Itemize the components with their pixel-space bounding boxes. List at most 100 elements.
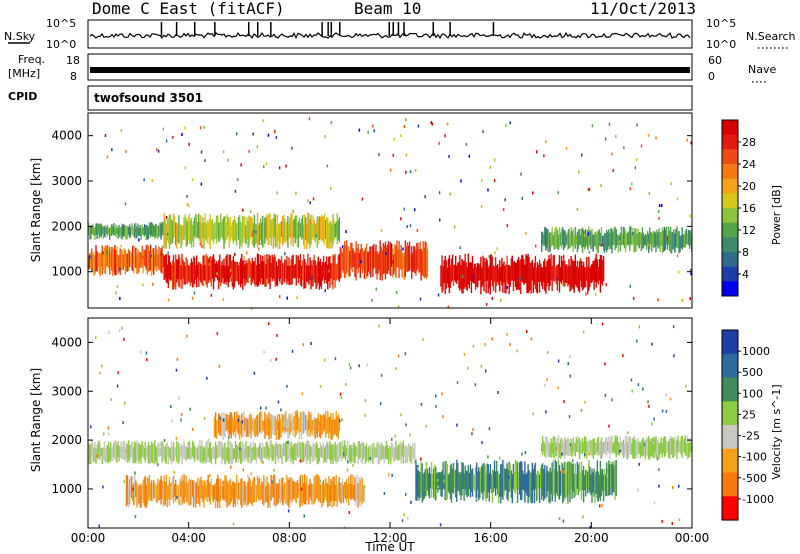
power-cell [193, 217, 196, 237]
velocity-cell [327, 483, 329, 508]
velocity-cell [405, 446, 408, 464]
power-cell [234, 220, 237, 241]
velocity-speckle [209, 474, 211, 478]
velocity-cell [586, 470, 588, 490]
velocity-cell [280, 477, 283, 502]
power-speckle [491, 296, 493, 300]
power-cell [536, 262, 539, 294]
velocity-cell [485, 472, 487, 502]
velocity-cell [501, 463, 503, 497]
power-speckle [392, 153, 394, 157]
power-cell [184, 265, 186, 285]
velocity-cell [558, 465, 561, 500]
velocity-speckle [270, 359, 272, 362]
velocity-cell [611, 436, 613, 453]
velocity-cell [223, 480, 225, 501]
velocity-cell [267, 482, 269, 508]
velocity-speckle [128, 459, 130, 463]
power-cell [90, 225, 92, 240]
power-cell [172, 213, 175, 239]
velocity-cell [253, 420, 256, 436]
velocity-speckle [218, 364, 221, 368]
velocity-cell [301, 474, 304, 506]
velocity-speckle [103, 432, 105, 436]
velocity-cell [111, 448, 113, 460]
velocity-cell [433, 468, 435, 498]
velocity-cell [490, 474, 493, 493]
velocity-cell [333, 418, 335, 435]
velocity-cell [136, 483, 138, 508]
power-cell [679, 235, 681, 253]
velocity-cell [601, 442, 604, 458]
power-cell [483, 257, 485, 292]
velocity-cell [541, 443, 543, 452]
power-speckle [172, 135, 174, 139]
power-cell [442, 266, 444, 291]
power-cell [389, 243, 391, 275]
power-cell [153, 248, 155, 275]
velocity-cell [224, 475, 226, 500]
power-cell [326, 256, 328, 284]
power-cell [688, 230, 691, 249]
velocity-cell [250, 414, 252, 439]
velocity-cell [227, 419, 229, 433]
power-cell [552, 255, 554, 281]
frequency-trace [90, 67, 690, 73]
power-speckle [519, 277, 522, 280]
power-speckle [160, 252, 163, 256]
velocity-cell [355, 485, 357, 507]
power-cell [663, 227, 666, 251]
power-cell [163, 255, 165, 280]
velocity-cell [224, 442, 226, 465]
velocity-cell [594, 442, 596, 455]
power-speckle [480, 205, 483, 209]
power-speckle [438, 191, 441, 195]
power-cell [239, 262, 241, 285]
power-cell [276, 215, 279, 249]
velocity-cell [215, 445, 218, 459]
velocity-cell [315, 418, 317, 434]
power-cell [507, 265, 509, 284]
velocity-cell [256, 475, 259, 497]
power-speckle [690, 141, 692, 145]
velocity-speckle [300, 487, 303, 491]
power-cell [128, 224, 131, 238]
velocity-cell [236, 479, 239, 505]
power-cell [682, 234, 684, 248]
power-cell [521, 255, 523, 282]
power-cell [97, 224, 99, 235]
velocity-cell [284, 444, 286, 457]
velocity-cell [238, 415, 240, 435]
velocity-cell [221, 412, 223, 432]
power-cell [127, 226, 130, 236]
power-cell [640, 233, 642, 252]
power-speckle [125, 150, 127, 153]
power-speckle [409, 224, 412, 228]
power-cell [188, 266, 191, 283]
power-cell [171, 260, 174, 290]
velocity-cell [189, 479, 192, 506]
velocity-cell [199, 478, 201, 507]
velocity-cell [270, 414, 272, 440]
velocity-cell [243, 444, 245, 461]
velocity-speckle [584, 453, 586, 456]
power-cell [247, 220, 249, 249]
power-cell [202, 255, 204, 287]
power-cell [416, 243, 418, 271]
power-cell [644, 234, 647, 246]
velocity-cell [297, 441, 300, 459]
power-cell [459, 255, 461, 291]
power-cell [145, 224, 148, 240]
velocity-speckle [532, 412, 534, 416]
velocity-cell [91, 440, 93, 457]
velocity-cell [249, 479, 251, 503]
velocity-cell [556, 471, 559, 496]
power-cell [331, 224, 333, 249]
power-cell [350, 242, 352, 268]
power-cell [452, 264, 455, 286]
velocity-cell [329, 440, 331, 460]
power-cell [188, 213, 191, 244]
velocity-cell [474, 466, 477, 499]
velocity-cell [438, 472, 440, 490]
velocity-cell [118, 445, 120, 462]
